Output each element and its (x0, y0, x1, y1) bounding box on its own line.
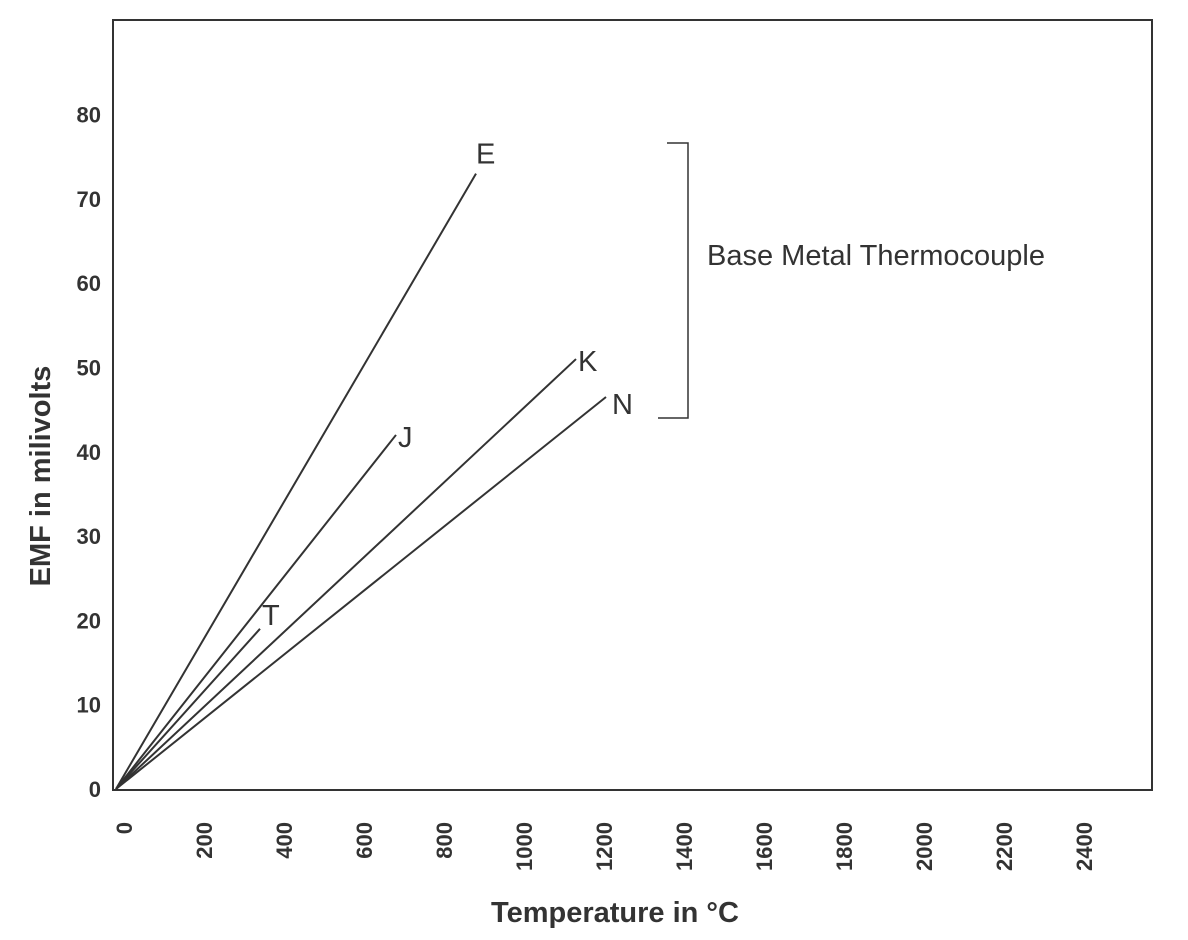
x-tick-label: 2400 (1072, 822, 1097, 871)
series-label-e: E (476, 139, 495, 171)
series-line-t (115, 628, 261, 790)
bracket-annotation: Base Metal Thermocouple (707, 240, 1045, 272)
y-tick-label: 10 (77, 693, 101, 718)
series-line-e (115, 173, 477, 790)
x-tick-label: 400 (272, 822, 297, 859)
x-tick-label: 1600 (752, 822, 777, 871)
y-tick-label: 30 (77, 524, 101, 549)
series-label-n: N (612, 389, 633, 421)
series-label-t: T (262, 600, 280, 632)
y-tick-label: 80 (77, 103, 101, 128)
x-tick-label: 200 (192, 822, 217, 859)
x-tick-label: 600 (352, 822, 377, 859)
x-tick-label: 800 (432, 822, 457, 859)
y-tick-label: 40 (77, 440, 101, 465)
x-tick-label: 1200 (592, 822, 617, 871)
x-tick-label: 2200 (992, 822, 1017, 871)
x-tick-label: 2000 (912, 822, 937, 871)
y-tick-label: 0 (89, 777, 101, 802)
y-tick-label: 20 (77, 608, 101, 633)
series-label-j: J (398, 422, 413, 454)
y-tick-label: 60 (77, 271, 101, 296)
y-axis-title: EMF in milivolts (25, 366, 57, 587)
y-tick-label: 70 (77, 187, 101, 212)
plot-frame (112, 19, 1153, 791)
x-tick-label: 0 (112, 822, 137, 834)
x-axis-title: Temperature in °C (491, 897, 739, 929)
series-line-k (115, 358, 577, 790)
x-tick-label: 1800 (832, 822, 857, 871)
x-tick-label: 1000 (512, 822, 537, 871)
y-tick-label: 50 (77, 356, 101, 381)
series-label-k: K (578, 346, 598, 378)
bracket (658, 142, 689, 419)
series-line-j (115, 434, 397, 790)
x-tick-label: 1400 (672, 822, 697, 871)
series-line-n (115, 396, 607, 790)
